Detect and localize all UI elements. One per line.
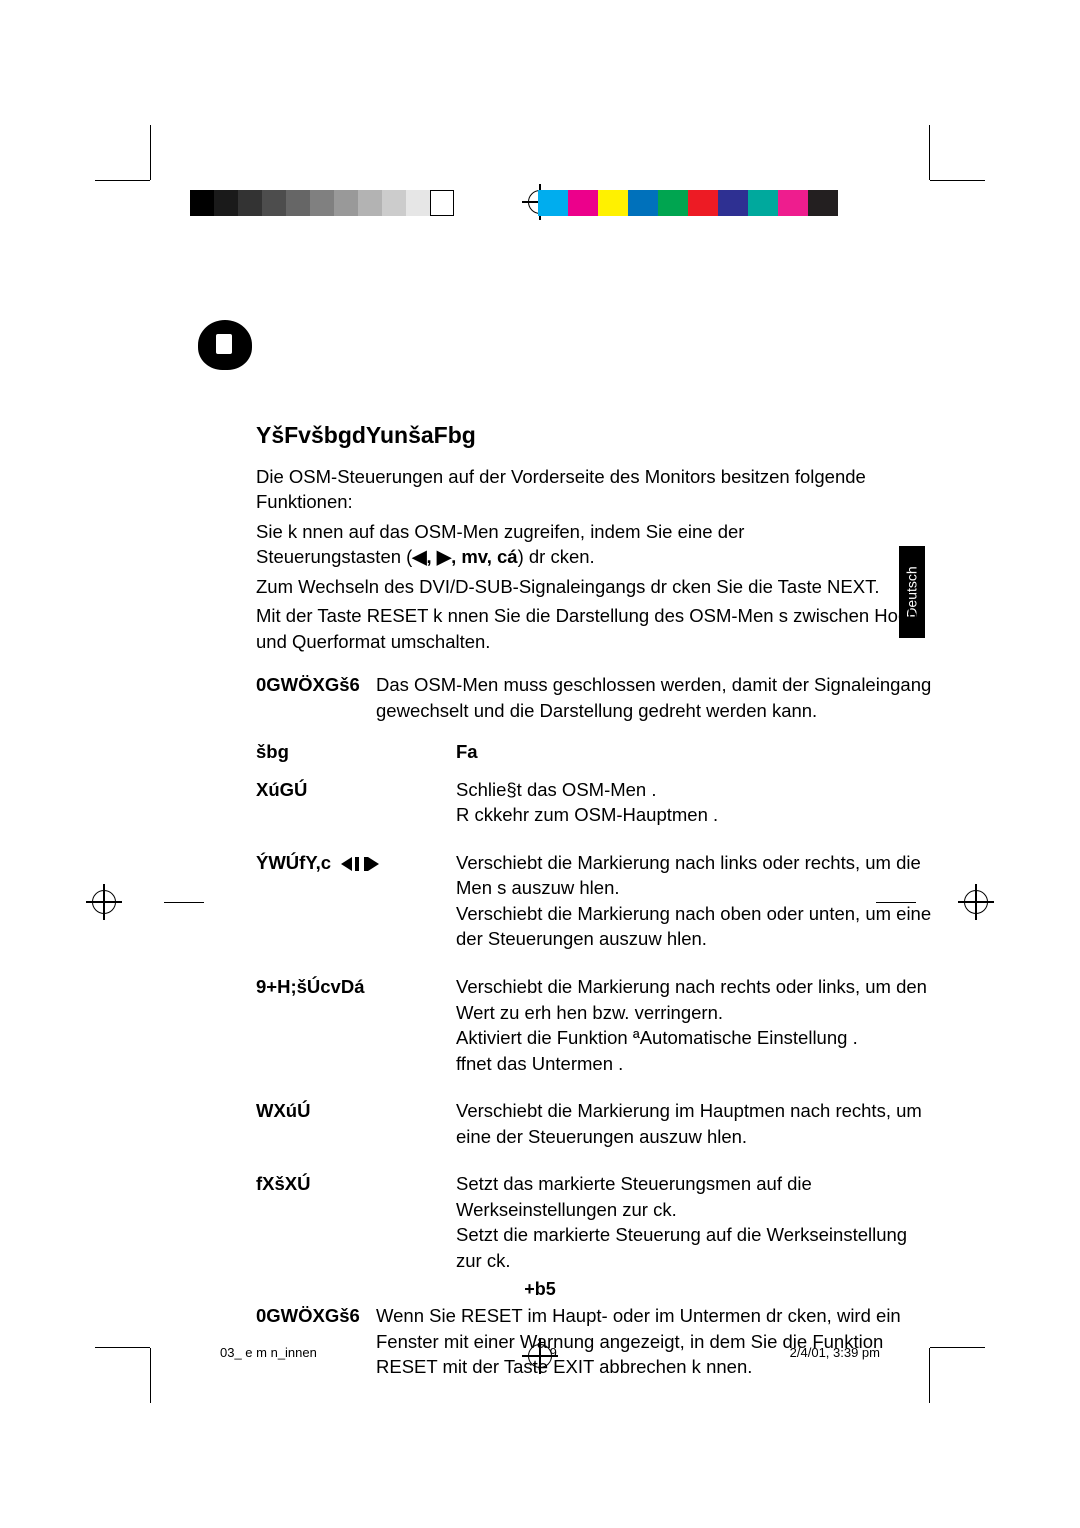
color-swatch [598,190,628,216]
grayscale-blocks [190,190,454,216]
controls-table: šbg Fa XúGÚSchlie§t das OSM-Men .R ckkeh… [256,739,936,1273]
color-squares [538,190,838,216]
color-swatch [658,190,688,216]
row-description: Verschiebt die Markierung im Hauptmen na… [456,1098,936,1149]
footer-left: 03_ e m n_innen [220,1345,317,1360]
intro-p2c: ) dr cken. [518,546,595,567]
color-swatch [718,190,748,216]
gray-swatch [382,190,406,216]
color-swatch [568,190,598,216]
row-label: fXšXÚ [256,1171,456,1273]
trim-tick [164,902,204,903]
color-swatch [748,190,778,216]
table-row: ÝWÚfY,c Verschiebt die Markierung nach l… [256,850,936,952]
table-row: WXúÚVerschiebt die Markierung im Hauptme… [256,1098,936,1149]
row-label: 9+H;šÚcvDá [256,974,456,1076]
intro-block: Die OSM-Steuerungen auf der Vorderseite … [256,464,936,655]
footer-mid: 9 [550,1345,557,1360]
gray-swatch [430,190,454,216]
note-2-label: 0GWÖXGš6 [256,1303,376,1380]
table-row: 9+H;šÚcvDáVerschiebt die Markierung nach… [256,974,936,1076]
intro-p2: Sie k nnen auf das OSM-Men zugreifen, in… [256,519,936,570]
table-row: XúGÚSchlie§t das OSM-Men .R ckkehr zum O… [256,777,936,828]
note-2-text: Wenn Sie RESET im Haupt- oder im Unterme… [376,1303,936,1380]
note-1-label: 0GWÖXGš6 [256,672,376,723]
crop-mark [929,125,930,180]
crop-mark [930,180,985,181]
gray-swatch [358,190,382,216]
gray-swatch [286,190,310,216]
row-description: Schlie§t das OSM-Men .R ckkehr zum OSM-H… [456,777,936,828]
registration-mark-icon [958,884,994,920]
gray-swatch [406,190,430,216]
arrow-icons [331,852,379,873]
row-label: XúGÚ [256,777,456,828]
row-label: ÝWÚfY,c [256,850,456,952]
crop-mark [150,125,151,180]
content-area: YšFvšbgdYunšaFbg Die OSM-Steuerungen auf… [256,420,936,1396]
gray-swatch [262,190,286,216]
color-swatch [628,190,658,216]
page-number-center: +b5 [0,1279,1080,1300]
intro-p2a: Sie k nnen auf das OSM-Men zugreifen, in… [256,521,744,542]
col-header-1: šbg [256,739,456,765]
chapter-icon [198,320,252,374]
registration-mark-icon [86,884,122,920]
crop-mark [95,180,150,181]
intro-p3: Zum Wechseln des DVI/D-SUB-Signaleingang… [256,574,936,600]
color-swatch [808,190,838,216]
section-headline: YšFvšbgdYunšaFbg [256,420,936,452]
color-swatch [688,190,718,216]
crop-mark [150,1348,151,1403]
note-1: 0GWÖXGš6 Das OSM-Men muss geschlossen we… [256,672,936,723]
note-2: 0GWÖXGš6 Wenn Sie RESET im Haupt- oder i… [256,1303,936,1380]
row-description: Verschiebt die Markierung nach rechts od… [456,974,936,1076]
gray-swatch [238,190,262,216]
intro-p4: Mit der Taste RESET k nnen Sie die Darst… [256,603,936,654]
color-swatch [778,190,808,216]
print-footer: 03_ e m n_innen 9 2/4/01, 3:39 pm [220,1345,880,1360]
row-description: Verschiebt die Markierung nach links ode… [456,850,936,952]
crop-mark [95,1347,150,1348]
footer-right: 2/4/01, 3:39 pm [790,1345,880,1360]
row-label: WXúÚ [256,1098,456,1149]
gray-swatch [214,190,238,216]
gray-swatch [310,190,334,216]
crop-mark [930,1347,985,1348]
table-row: fXšXÚSetzt das markierte Steuerungsmen a… [256,1171,936,1273]
table-header-row: šbg Fa [256,739,936,765]
page: Deutsch YšFvšbgdYunšaFbg Die OSM-Steueru… [0,0,1080,1528]
gray-swatch [190,190,214,216]
note-1-text: Das OSM-Men muss geschlossen werden, dam… [376,672,936,723]
gray-swatch [334,190,358,216]
control-keys: ◀, ▶, mv, cá [412,546,517,567]
row-description: Setzt das markierte Steuerungsmen auf di… [456,1171,936,1273]
intro-p2b: Steuerungstasten ( [256,546,412,567]
col-header-2: Fa [456,739,936,765]
color-swatch [538,190,568,216]
color-calibration-bar [190,190,838,216]
intro-p1: Die OSM-Steuerungen auf der Vorderseite … [256,464,936,515]
